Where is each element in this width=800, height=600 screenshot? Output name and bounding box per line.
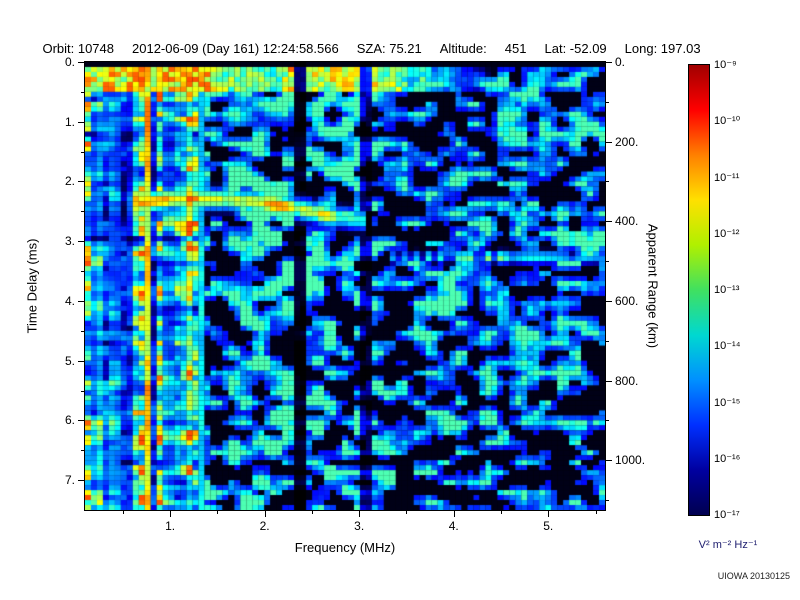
x-tick-label: 4. — [448, 519, 459, 533]
x-tick-label: 1. — [165, 519, 176, 533]
time-delay-minor-tick-mark — [81, 390, 84, 392]
apparent-range-tick-label: 200. — [615, 134, 639, 149]
latitude-field: Lat: -52.09 — [544, 41, 607, 56]
time-delay-minor-tick-mark — [81, 271, 84, 273]
time-delay-minor-tick-mark — [81, 91, 84, 93]
x-tick-mark — [453, 511, 455, 517]
sza-field: SZA: 75.21 — [356, 41, 422, 56]
colorbar-tick-label: 10⁻⁹ — [714, 59, 737, 71]
apparent-range-minor-tick-mark — [606, 261, 609, 263]
header: Orbit: 10748 2012-06-09 (Day 161) 12:24:5… — [28, 26, 719, 71]
x-minor-tick-mark — [311, 511, 313, 514]
apparent-range-minor-tick-mark — [606, 181, 609, 183]
apparent-range-tick-label: 800. — [615, 373, 639, 388]
colorbar-units: V² m⁻² Hz⁻¹ — [698, 539, 758, 551]
apparent-range-tick-mark — [606, 380, 612, 382]
x-tick-label: 2. — [259, 519, 270, 533]
apparent-range-tick-label: 400. — [615, 214, 639, 229]
orbit-field: Orbit: 10748 — [42, 41, 114, 56]
altitude-field: Altitude: 451 — [439, 41, 527, 56]
colorbar-tick-label: 10⁻¹¹ — [714, 171, 740, 184]
time-delay-tick-mark — [78, 420, 84, 422]
time-delay-tick-label: 2. — [64, 174, 75, 189]
time-delay-tick-label: 7. — [64, 473, 75, 488]
time-delay-tick-label: 1. — [64, 114, 75, 129]
time-delay-axis-label: Time Delay (ms) — [24, 238, 40, 334]
time-delay-minor-tick-mark — [81, 330, 84, 332]
x-tick-mark — [359, 511, 361, 517]
x-tick-mark — [170, 511, 172, 517]
time-delay-minor-tick-mark — [81, 450, 84, 452]
spectrogram-plot — [84, 61, 606, 511]
time-delay-tick-mark — [78, 121, 84, 123]
x-minor-tick-mark — [501, 511, 502, 514]
apparent-range-tick-label: 600. — [615, 293, 639, 308]
colorbar-tick-label: 10⁻¹⁷ — [714, 509, 740, 521]
frequency-axis-label: Frequency (MHz) — [294, 540, 396, 555]
time-delay-tick-mark — [78, 241, 84, 243]
colorbar-tick-label: 10⁻¹² — [714, 227, 740, 240]
x-tick-mark — [548, 511, 550, 517]
colorbar — [688, 64, 710, 516]
apparent-range-tick-label: 0. — [615, 55, 626, 69]
colorbar-tick-label: 10⁻¹⁵ — [714, 396, 741, 409]
time-delay-tick-label: 0. — [64, 55, 75, 69]
colorbar-tick-label: 10⁻¹⁴ — [714, 340, 741, 353]
colorbar-tick-label: 10⁻¹⁰ — [714, 115, 741, 128]
apparent-range-tick-mark — [606, 141, 612, 143]
x-minor-tick-mark — [406, 511, 408, 514]
time-delay-tick-mark — [78, 480, 84, 482]
watermark: UIOWA 20130125 — [717, 571, 790, 581]
apparent-range-minor-tick-mark — [606, 500, 609, 502]
time-delay-tick-mark — [78, 62, 84, 63]
time-delay-minor-tick-mark — [81, 151, 84, 153]
apparent-range-tick-mark — [606, 300, 612, 302]
time-delay-tick-label: 3. — [64, 234, 75, 249]
x-minor-tick-mark — [217, 511, 219, 514]
time-delay-tick-label: 5. — [64, 353, 75, 368]
time-delay-tick-mark — [78, 181, 84, 183]
apparent-range-tick-label: 1000. — [615, 453, 646, 468]
apparent-range-minor-tick-mark — [606, 420, 609, 422]
time-delay-tick-mark — [78, 300, 84, 302]
apparent-range-tick-mark — [606, 221, 612, 223]
datetime-field: 2012-06-09 (Day 161) 12:24:58.566 — [132, 41, 339, 56]
apparent-range-minor-tick-mark — [606, 340, 609, 342]
time-delay-tick-label: 4. — [64, 293, 75, 308]
apparent-range-tick-mark — [606, 460, 612, 462]
apparent-range-tick-mark — [606, 62, 612, 63]
x-tick-label: 3. — [354, 519, 365, 533]
colorbar-tick-label: 10⁻¹⁶ — [714, 452, 741, 465]
apparent-range-minor-tick-mark — [606, 101, 609, 103]
x-tick-mark — [264, 511, 266, 517]
x-tick-label: 5. — [543, 519, 554, 533]
time-delay-tick-mark — [78, 360, 84, 362]
longitude-field: Long: 197.03 — [624, 41, 701, 56]
colorbar-tick-label: 10⁻¹³ — [714, 284, 740, 296]
spectrogram-canvas — [85, 62, 605, 510]
x-minor-tick-mark — [595, 511, 597, 514]
apparent-range-axis-label: Apparent Range (km) — [645, 223, 661, 349]
time-delay-minor-tick-mark — [81, 211, 84, 213]
x-minor-tick-mark — [122, 511, 124, 514]
time-delay-tick-label: 6. — [64, 413, 75, 428]
